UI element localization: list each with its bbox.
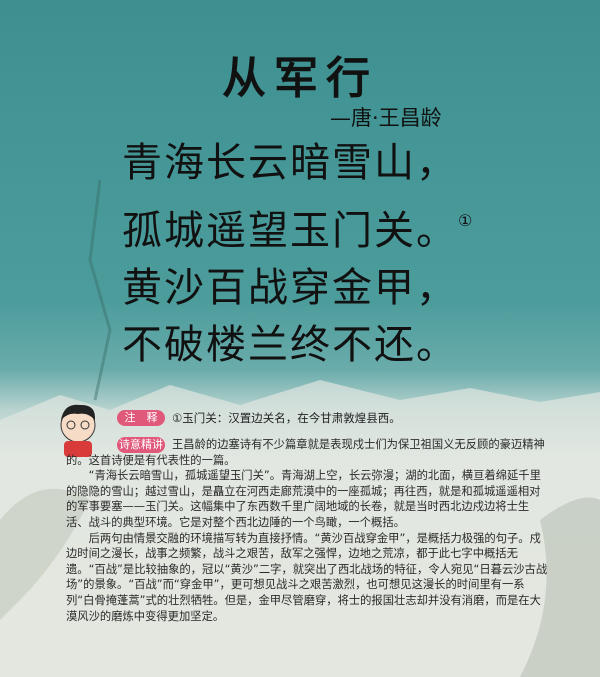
poem-line: 黄沙百战穿金甲， [122, 265, 458, 311]
commentary-label: 诗意精讲 [117, 437, 165, 453]
mountains [0, 380, 600, 677]
rock [0, 488, 90, 620]
note: ①玉门关：汉置边关名，在今甘肃敦煌县西。 [172, 411, 401, 425]
cartoon-icon [60, 404, 96, 457]
paragraph: 后两句由情景交融的环境描写转为直接抒情。“黄沙百战穿金甲”，是概括力极强的句子。… [66, 531, 548, 623]
rock [520, 497, 600, 677]
poem: 青海长云暗雪山， 孤城遥望玉门关。① 黄沙百战穿金甲， 不破楼兰终不还。 [122, 135, 472, 374]
footnote-marker: ① [458, 211, 473, 230]
author: —唐·王昌龄 [330, 106, 442, 130]
poem-line: 孤城遥望玉门关。① [122, 192, 472, 260]
poem-text: 孤城遥望玉门关。 [122, 208, 458, 254]
paragraph: “青海长云暗雪山，孤城遥望玉门关”。青海湖上空，长云弥漫；湖的北面，横亘着绵延千… [66, 469, 541, 529]
title: 从军行 [222, 53, 378, 104]
poem-line: 不破楼兰终不还。 [122, 322, 458, 368]
paragraph: 王昌龄的边塞诗有不少篇章就是表现戍士们为保卫祖国义无反顾的豪迈精神的。这首诗便是… [66, 438, 545, 467]
notes-label: 注 释 [117, 410, 165, 426]
commentary: 王昌龄的边塞诗有不少篇章就是表现戍士们为保卫祖国义无反顾的豪迈精神的。这首诗便是… [66, 437, 551, 624]
poem-line: 青海长云暗雪山， [122, 140, 458, 186]
branch [88, 179, 112, 401]
